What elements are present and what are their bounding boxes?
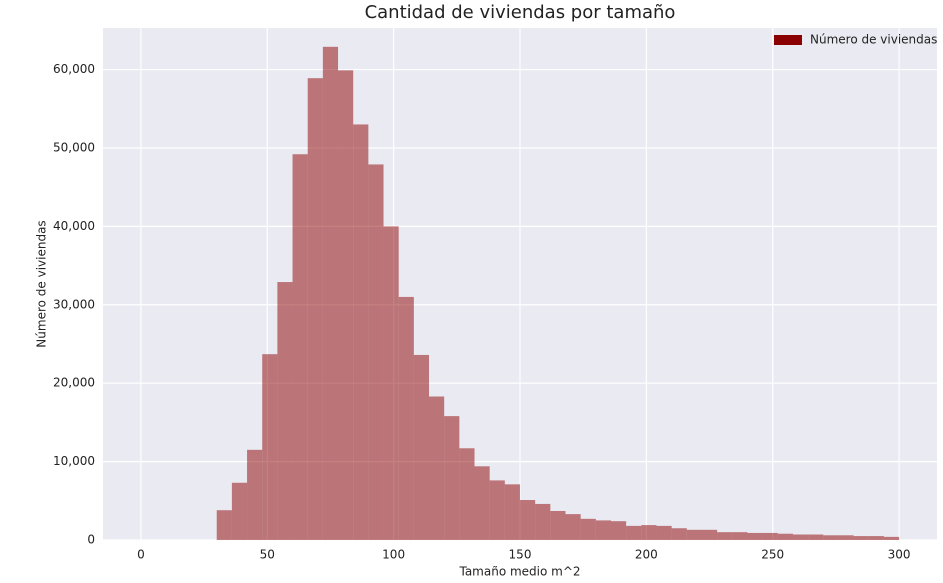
bar (398, 296, 414, 540)
bar (808, 534, 824, 540)
bar (292, 154, 308, 540)
bar (216, 510, 232, 540)
bar (580, 518, 596, 540)
bar (489, 480, 505, 540)
bar (853, 536, 869, 540)
bar (671, 528, 687, 540)
y-axis-label: Número de viviendas (35, 220, 49, 347)
bar (565, 514, 581, 540)
bar (247, 449, 263, 540)
x-tick-label: 100 (382, 548, 405, 562)
bar (838, 535, 854, 540)
x-tick-label: 300 (888, 548, 911, 562)
bar (368, 164, 384, 541)
bar (429, 396, 445, 540)
legend-swatch (774, 35, 802, 45)
bar (641, 525, 657, 540)
bar (701, 529, 718, 540)
bar (868, 536, 884, 540)
bar (686, 529, 702, 540)
chart-title: Cantidad de viviendas por tamaño (365, 2, 676, 23)
bar (762, 532, 778, 540)
y-tick-label: 0 (87, 533, 95, 547)
bar (353, 124, 369, 540)
bar (535, 503, 551, 540)
bar (732, 532, 748, 540)
bar (717, 532, 733, 540)
y-tick-label: 40,000 (53, 219, 95, 233)
bar (747, 532, 763, 540)
bar (322, 46, 339, 541)
y-tick-label: 60,000 (53, 62, 95, 76)
bar (792, 534, 809, 540)
bars (216, 46, 900, 541)
bar (504, 484, 520, 540)
bar (520, 500, 536, 540)
bar (610, 521, 627, 540)
bar (823, 535, 839, 540)
bar (262, 354, 278, 540)
bar (338, 70, 354, 540)
bar (383, 226, 399, 540)
bar (883, 536, 900, 540)
y-tick-label: 20,000 (53, 376, 95, 390)
bar (277, 282, 293, 540)
x-tick-label: 250 (761, 548, 784, 562)
x-tick-label: 0 (137, 548, 145, 562)
x-tick-label: 150 (509, 548, 532, 562)
bar (656, 525, 672, 540)
bar (777, 533, 793, 540)
bar (474, 466, 490, 540)
bar (550, 510, 566, 540)
bar (595, 520, 611, 540)
x-axis-label: Tamaño medio m^2 (458, 565, 580, 579)
bar (626, 525, 642, 540)
bar (231, 482, 248, 540)
bar (307, 78, 323, 541)
bar (444, 416, 460, 540)
x-tick-label: 50 (260, 548, 275, 562)
bar (413, 354, 430, 540)
y-tick-label: 30,000 (53, 297, 95, 311)
legend-label: Número de viviendas (810, 33, 937, 47)
bar (459, 448, 475, 540)
y-tick-label: 10,000 (53, 454, 95, 468)
x-tick-label: 200 (635, 548, 658, 562)
y-tick-label: 50,000 (53, 140, 95, 154)
